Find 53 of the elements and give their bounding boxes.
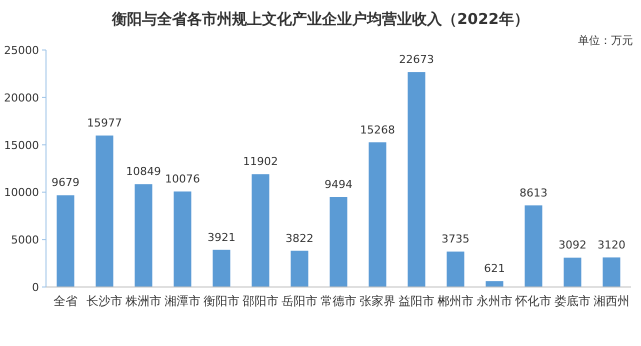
x-tick-label: 郴州市: [438, 294, 474, 308]
y-tick-label: 5000: [11, 234, 39, 247]
bar: [564, 258, 582, 287]
data-label: 3735: [442, 232, 470, 246]
bar: [252, 174, 270, 287]
y-tick-label: 15000: [4, 138, 39, 152]
x-tick-label: 岳阳市: [282, 294, 318, 308]
bar: [174, 191, 192, 287]
data-label: 3822: [286, 232, 314, 245]
data-label: 10076: [165, 172, 200, 186]
data-label: 3092: [558, 238, 586, 252]
bar: [134, 184, 152, 287]
bar: [96, 136, 114, 287]
x-tick-label: 株洲市: [124, 294, 162, 308]
data-label: 15977: [87, 116, 122, 130]
data-label: 9494: [324, 178, 352, 191]
x-tick-label: 永州市: [476, 294, 512, 308]
y-tick-label: 20000: [4, 91, 39, 104]
text: 单位：万元: [578, 34, 633, 47]
y-tick-label: 25000: [4, 44, 39, 57]
bar: [602, 257, 620, 287]
data-label: 22673: [399, 53, 434, 66]
x-tick-label: 怀化市: [514, 294, 552, 308]
chart-title: 衡阳与全省各市州规上文化产业企业户均营业收入（2022年）: [111, 10, 529, 28]
data-label: 15268: [360, 123, 395, 136]
data-label: 3120: [598, 238, 626, 252]
bar: [408, 72, 426, 287]
bar: [212, 250, 230, 287]
data-label: 9679: [52, 176, 80, 190]
bar: [290, 250, 308, 287]
bar: [330, 196, 348, 287]
y-tick-label: 0: [32, 281, 39, 294]
data-label: 10849: [126, 165, 161, 178]
bar: [524, 205, 542, 287]
data-label: 621: [484, 262, 505, 276]
bar: [368, 142, 386, 287]
data-label: 8613: [520, 186, 548, 200]
x-tick-label: 湘西州: [594, 294, 630, 308]
bar: [486, 281, 504, 287]
x-tick-label: 长沙市: [86, 294, 122, 308]
x-tick-label: 张家界: [360, 294, 396, 308]
bar: [56, 195, 74, 287]
data-label: 3921: [208, 230, 236, 244]
data-label: 11902: [243, 155, 278, 168]
y-tick-label: 10000: [4, 186, 39, 200]
x-tick-label: 常德市: [320, 294, 356, 308]
x-tick-label: 全省: [54, 294, 78, 308]
x-tick-label: 邵阳市: [242, 294, 278, 308]
bar: [446, 252, 464, 287]
x-tick-label: 益阳市: [398, 294, 434, 308]
x-tick-label: 娄底市: [554, 294, 590, 308]
x-tick-label: 衡阳市: [204, 294, 240, 308]
x-tick-label: 湘潭市: [164, 294, 200, 308]
